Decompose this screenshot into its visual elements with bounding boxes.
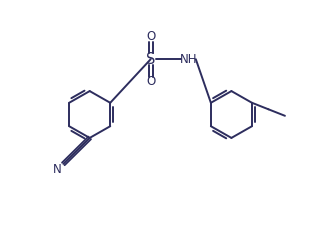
Text: S: S xyxy=(146,52,155,67)
Text: N: N xyxy=(53,163,62,176)
Text: O: O xyxy=(146,75,155,88)
Text: NH: NH xyxy=(180,53,197,66)
Text: O: O xyxy=(146,30,155,43)
